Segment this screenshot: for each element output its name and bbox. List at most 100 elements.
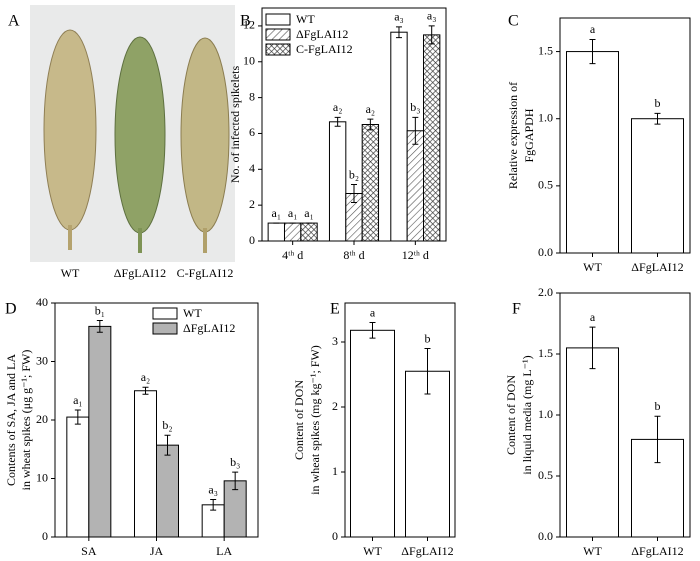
significance-label: b₃ [230,455,240,469]
error-bar [424,348,431,395]
bar [631,118,684,254]
photo-label: C-FgLAI12 [177,266,234,280]
y-tick-label: 0 [332,529,338,543]
bar [423,34,441,242]
bar [283,222,302,242]
bar [134,390,157,538]
error-bar [412,116,419,145]
panel-label: A [8,13,20,30]
error-bar [164,434,171,456]
panel-label: F [512,301,521,318]
x-tick-label: WT [363,544,382,558]
bar [66,416,90,538]
significance-label: a₃ [208,482,218,496]
photo [30,5,235,262]
bar [300,222,318,242]
x-tick-label: ΔFgLAI12 [631,260,683,274]
bar [405,370,450,538]
plot-frame [559,17,691,254]
y-tick-label: 40 [36,295,48,309]
legend-swatch [152,307,178,320]
error-bar [232,471,239,491]
x-tick-label: ΔFgLAI12 [631,544,683,558]
legend-swatch [152,322,178,335]
y-tick-label: 2.0 [538,285,553,299]
significance-label: a₂ [333,100,343,114]
significance-label: a₁ [304,206,314,220]
panel-label: C [508,13,519,30]
y-tick-label: 12 [243,18,255,32]
bar [328,121,347,242]
y-tick-label: 30 [36,353,48,367]
y-tick-label: 10 [243,54,255,68]
error-bar [428,25,435,45]
y-tick-label: 0.0 [538,529,553,543]
legend-label: ΔFgLAI12 [296,27,348,41]
y-tick-label: 0.5 [538,468,553,482]
significance-label: a [590,310,596,324]
legend-swatch [265,28,291,41]
x-tick-label: ΔFgLAI12 [401,544,453,558]
plot-frame [344,302,456,538]
error-bar [589,326,596,370]
error-bar [142,386,149,395]
x-tick-label: WT [583,544,602,558]
legend-label: WT [183,306,202,320]
x-tick-label: LA [216,544,232,558]
legend-label: WT [296,12,315,26]
significance-label: a [590,22,596,36]
significance-label: a₂ [141,370,151,384]
y-axis-label: in wheat spikes (μg g⁻¹; FW) [19,350,33,491]
error-bar [74,409,81,425]
y-tick-label: 10 [36,470,48,484]
y-tick-label: 1.0 [538,110,553,124]
significance-label: b₃ [410,100,420,114]
y-axis-label: FgGAPDH [522,108,536,162]
significance-label: a₁ [272,206,282,220]
error-bar [96,320,103,333]
y-tick-label: 2 [332,399,338,413]
y-tick-label: 1.0 [538,407,553,421]
y-tick-label: 4 [249,161,255,175]
photo-label: WT [61,266,80,280]
y-tick-label: 6 [249,125,255,139]
bar [566,51,619,254]
bar [566,347,619,538]
bar [361,124,380,242]
panel-label: B [240,13,251,30]
significance-label: b₂ [349,167,359,181]
significance-label: a₃ [427,9,437,23]
error-bar [334,116,341,127]
y-tick-label: 20 [36,412,48,426]
significance-label: a₃ [394,10,404,24]
error-bar [654,415,661,464]
y-tick-label: 0 [42,529,48,543]
significance-label: b₂ [162,418,172,432]
y-axis-label: Relative expression of [506,82,520,189]
error-bar [654,112,661,125]
error-bar [351,184,357,203]
y-tick-label: 8 [249,89,255,103]
bar [88,325,112,538]
y-tick-label: 0 [249,233,255,247]
y-tick-label: 1.5 [538,346,553,360]
significance-label: b [655,96,661,110]
significance-label: b₁ [95,303,105,317]
legend-swatch [265,43,291,56]
error-bar [395,26,402,39]
error-bar [369,322,376,339]
y-axis-label: Contents of SA, JA and LA [4,354,18,486]
significance-label: b [655,399,661,413]
y-tick-label: 1 [332,464,338,478]
bar [350,329,395,538]
significance-label: a₂ [366,102,376,116]
y-tick-label: 1.5 [538,43,553,57]
x-tick-label: 8ᵗʰ d [343,248,364,262]
panel-label: E [330,301,340,318]
significance-label: a₁ [288,206,298,220]
error-bar [589,38,596,65]
legend-label: ΔFgLAI12 [183,321,235,335]
x-tick-label: SA [81,544,97,558]
y-tick-label: 0.0 [538,245,553,259]
